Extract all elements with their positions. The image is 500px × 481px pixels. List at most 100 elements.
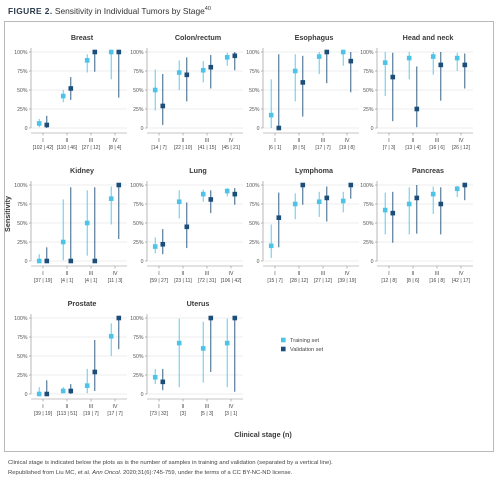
stage-label: III <box>435 138 439 144</box>
training-point <box>316 199 322 205</box>
training-point <box>382 207 388 213</box>
stage-count-label: [23 | 11] <box>174 278 192 284</box>
validation-point <box>348 58 354 64</box>
stage-label: I <box>388 271 389 277</box>
stage-count-label: [5 | 3] <box>201 411 214 417</box>
y-tick-label: 100% <box>246 183 260 189</box>
y-tick-label: 100% <box>246 50 260 56</box>
y-tick-label: 100% <box>360 50 374 56</box>
figure-frame <box>4 21 494 452</box>
validation-point <box>232 191 238 197</box>
panel-colon-rectum: Colon/rectum 0 25% 50% 75% 100% I[14 | 7] II[22… <box>130 33 243 151</box>
training-point <box>268 112 274 118</box>
panel-title: Kidney <box>70 166 94 175</box>
y-tick-label: 75% <box>249 69 260 75</box>
legend: Training set Validation set <box>281 337 324 353</box>
stage-label: III <box>205 404 209 410</box>
y-tick-label: 75% <box>249 202 260 208</box>
figure-caption: Clinical stage is indicated below the pl… <box>8 458 333 478</box>
y-tick-label: 25% <box>363 107 374 113</box>
training-point <box>430 54 436 59</box>
y-tick-label: 25% <box>17 107 28 113</box>
stage-label: II <box>298 138 301 144</box>
stage-label: II <box>182 271 185 277</box>
y-tick-label: 75% <box>363 202 374 208</box>
stage-label: III <box>205 271 209 277</box>
stage-count-label: [16 | 6] <box>429 145 445 151</box>
figure-title-text: Sensitivity in Individual Tumors by Stag… <box>54 6 205 16</box>
y-tick-label: 50% <box>17 354 28 360</box>
stage-count-label: [7 | 3] <box>383 145 396 151</box>
validation-point <box>208 315 214 321</box>
validation-point <box>462 62 468 68</box>
panel-head-and-neck: Head and neck 0 25% 50% 75% 100% I[7 | 3] II[13… <box>360 33 473 151</box>
panel-title: Colon/rectum <box>175 33 221 42</box>
stage-label: IV <box>113 404 118 410</box>
y-tick-label: 25% <box>17 373 28 379</box>
stage-count-label: [6 | 1] <box>269 145 282 151</box>
caption-line-1: Clinical stage is indicated below the pl… <box>8 460 333 466</box>
panel-breast: Breast 0 25% 50% 75% 100% I[102 | 42] II[110 | … <box>14 33 127 151</box>
validation-point <box>68 258 74 264</box>
y-tick-label: 0 <box>25 392 28 398</box>
validation-point <box>116 315 122 321</box>
y-tick-label: 100% <box>14 183 28 189</box>
training-point <box>152 244 158 249</box>
training-point <box>316 54 322 59</box>
validation-point <box>160 241 166 247</box>
caption-line-2: Republished from Liu MC, et al. Ann Onco… <box>8 468 333 478</box>
stage-count-label: [19 | 8] <box>339 145 355 151</box>
y-tick-label: 50% <box>133 88 144 94</box>
stage-label: III <box>205 138 209 144</box>
y-tick-label: 100% <box>14 316 28 322</box>
y-tick-label: 25% <box>249 107 260 113</box>
training-point <box>176 70 182 75</box>
validation-point <box>232 315 238 321</box>
y-tick-label: 25% <box>363 240 374 246</box>
stage-count-label: [72 | 31] <box>198 278 217 284</box>
stage-label: IV <box>345 271 350 277</box>
stage-count-label: [28 | 12] <box>290 278 309 284</box>
y-tick-label: 100% <box>360 183 374 189</box>
validation-point <box>92 49 98 55</box>
stage-label: I <box>158 404 159 410</box>
y-tick-label: 50% <box>249 88 260 94</box>
y-tick-label: 50% <box>249 221 260 227</box>
stage-label: II <box>66 404 69 410</box>
figure-title: FIGURE 2. Sensitivity in Individual Tumo… <box>8 6 211 16</box>
legend-swatch <box>281 346 286 352</box>
stage-count-label: [11 | 3] <box>108 278 123 284</box>
stage-label: I <box>274 271 275 277</box>
y-tick-label: 0 <box>141 126 144 132</box>
stage-count-label: [27 | 12] <box>82 145 101 151</box>
stage-count-label: [19 | 7] <box>83 411 99 417</box>
validation-point <box>68 388 74 394</box>
stage-label: I <box>158 138 159 144</box>
stage-label: IV <box>229 138 234 144</box>
stage-label: IV <box>345 138 350 144</box>
validation-point <box>390 210 396 216</box>
stage-label: I <box>42 271 43 277</box>
validation-point <box>92 369 98 375</box>
validation-point <box>208 197 214 202</box>
stage-count-label: [13 | 4] <box>405 145 421 151</box>
training-point <box>108 49 114 55</box>
stage-label: I <box>42 138 43 144</box>
training-point <box>108 196 114 201</box>
stage-count-label: [73 | 32] <box>150 411 169 417</box>
y-tick-label: 25% <box>133 107 144 113</box>
validation-point <box>44 391 50 397</box>
validation-point <box>44 122 50 128</box>
training-point <box>84 383 90 388</box>
legend-label: Training set <box>290 338 319 344</box>
training-point <box>406 201 412 207</box>
validation-point <box>232 53 238 59</box>
figure-title-reference: 40 <box>204 6 211 13</box>
stage-label: I <box>388 138 389 144</box>
stage-count-label: [59 | 27] <box>150 278 169 284</box>
legend-swatch <box>281 337 286 343</box>
y-tick-label: 0 <box>371 259 374 265</box>
stage-count-label: [110 | 46] <box>57 145 78 151</box>
stage-label: IV <box>229 404 234 410</box>
training-point <box>454 186 460 192</box>
